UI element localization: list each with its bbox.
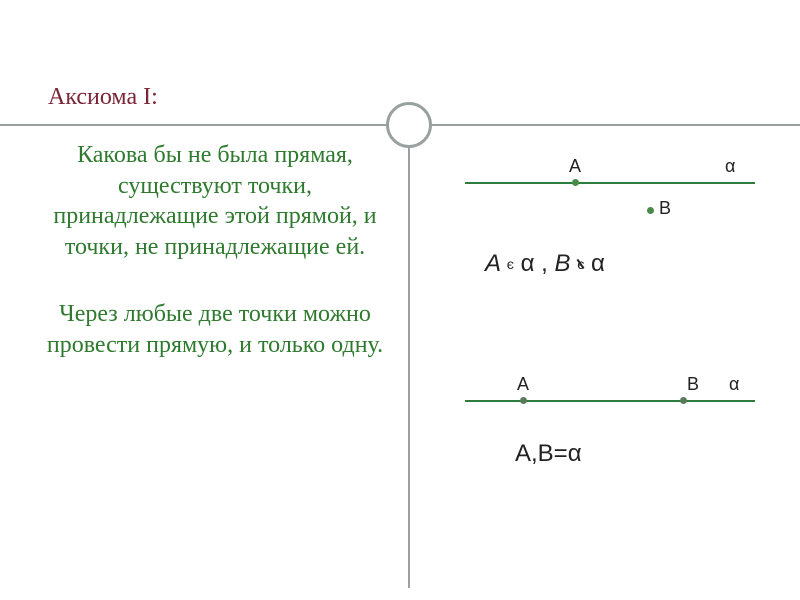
point-a-2 bbox=[520, 397, 527, 404]
axiom-text-1: Какова бы не была прямая, существуют точ… bbox=[40, 140, 390, 263]
diagram-1: α A B A є α , B є α bbox=[425, 140, 785, 320]
vertical-divider bbox=[408, 148, 410, 588]
left-column: Какова бы не была прямая, существуют точ… bbox=[40, 140, 390, 360]
formula-1-A: A bbox=[485, 250, 500, 277]
formula-1-alpha2: α bbox=[591, 250, 605, 277]
point-a-2-label: A bbox=[517, 374, 529, 395]
point-b-1-label: B bbox=[659, 198, 671, 219]
line-alpha-1 bbox=[465, 182, 755, 184]
formula-2: A,B=α bbox=[515, 440, 582, 468]
point-b-2 bbox=[680, 397, 687, 404]
formula-1: A є α , B є α bbox=[485, 250, 605, 278]
in-symbol-1: є bbox=[507, 256, 514, 272]
slide: Аксиома I: Какова бы не была прямая, сущ… bbox=[0, 0, 800, 600]
axiom-title: Аксиома I: bbox=[48, 84, 158, 111]
not-in-symbol: є bbox=[577, 256, 584, 272]
line-alpha-2 bbox=[465, 400, 755, 402]
alpha-label-2: α bbox=[729, 374, 739, 395]
axiom-text-2: Через любые две точки можно провести пря… bbox=[40, 299, 390, 360]
point-b-2-label: B bbox=[687, 374, 699, 395]
point-a-1 bbox=[572, 179, 579, 186]
formula-1-sep: , bbox=[535, 250, 555, 277]
point-b-1 bbox=[647, 207, 654, 214]
alpha-label-1: α bbox=[725, 156, 735, 177]
right-column: α A B A є α , B є α α A B bbox=[425, 140, 785, 530]
diagram-2: α A B A,B=α bbox=[425, 370, 785, 530]
formula-1-alpha: α bbox=[521, 250, 535, 277]
point-a-1-label: A bbox=[569, 156, 581, 177]
formula-1-B: B bbox=[555, 250, 571, 277]
